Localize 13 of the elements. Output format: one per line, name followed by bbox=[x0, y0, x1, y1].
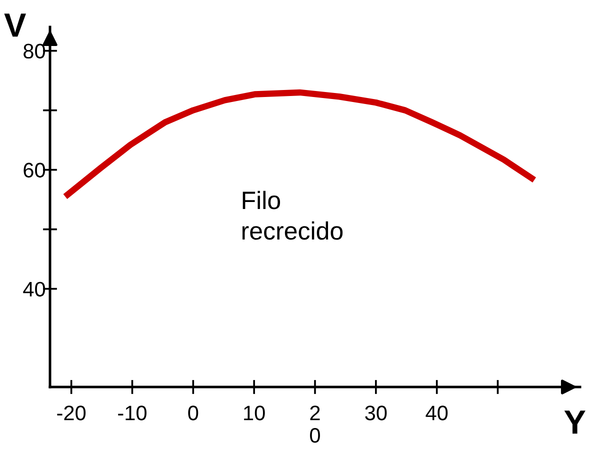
y-axis-title: V bbox=[4, 14, 26, 37]
x-axis-title: Y bbox=[564, 410, 586, 434]
x-tick-label: 0 bbox=[188, 406, 198, 420]
x-tick-label: -10 bbox=[118, 406, 146, 420]
annotation: Filo recrecido bbox=[242, 190, 343, 240]
y-tick-label: 40 bbox=[23, 282, 46, 297]
y-tick-label: 60 bbox=[24, 162, 46, 178]
x-tick-label: 10 bbox=[244, 406, 265, 420]
x-tick-label: 40 bbox=[426, 406, 448, 420]
x-tick-label: 2 0 bbox=[310, 406, 320, 443]
x-tick-label: -20 bbox=[57, 406, 86, 420]
y-tick-label: 80 bbox=[24, 44, 46, 59]
x-tick-label: 30 bbox=[365, 406, 387, 420]
